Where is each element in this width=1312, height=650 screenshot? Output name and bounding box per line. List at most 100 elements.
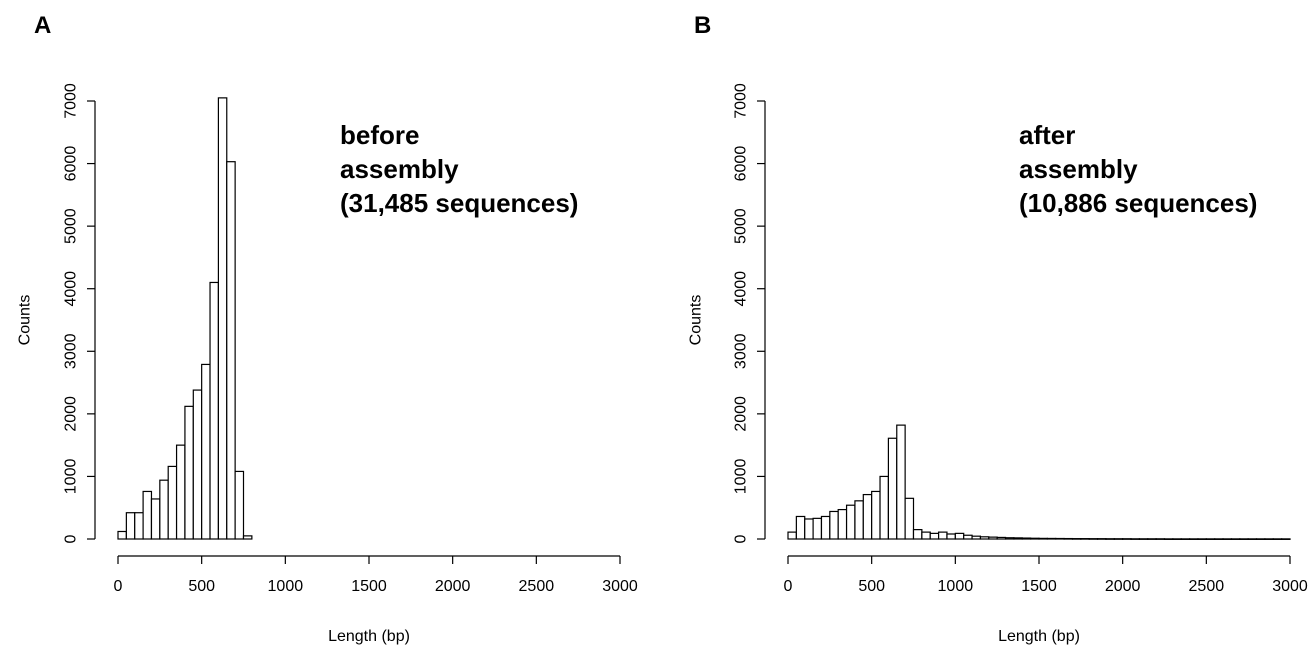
panel-b: B 0 1000 2000 3000 4000 5000 6000 7000 0 500 1000 15… bbox=[688, 12, 1308, 645]
histogram-bar bbox=[1172, 538, 1182, 540]
histogram-bar bbox=[946, 533, 956, 540]
y-tick-label: 1000 bbox=[63, 459, 80, 495]
x-tick-label: 1500 bbox=[1021, 578, 1057, 595]
y-tick-label: 7000 bbox=[733, 83, 750, 119]
x-tick-label: 3000 bbox=[1272, 578, 1308, 595]
histogram-bar bbox=[1138, 538, 1149, 540]
histogram-bar bbox=[795, 515, 806, 540]
x-tick-label: 500 bbox=[858, 578, 885, 595]
histogram-bar bbox=[184, 405, 194, 540]
histogram-bar bbox=[1080, 538, 1090, 540]
histogram-bar bbox=[150, 498, 161, 540]
y-tick-label: 0 bbox=[733, 534, 750, 543]
y-tick-label: 5000 bbox=[63, 208, 80, 244]
histogram-bar bbox=[1030, 537, 1040, 540]
histogram-bar bbox=[804, 518, 814, 540]
x-tick-label: 2000 bbox=[435, 578, 471, 595]
histogram-bar bbox=[1004, 537, 1015, 540]
histogram-bar bbox=[159, 479, 169, 540]
y-tick-label: 4000 bbox=[63, 271, 80, 307]
histogram-bar bbox=[996, 536, 1007, 540]
panel-letter: A bbox=[34, 12, 51, 39]
histogram-bar bbox=[201, 363, 211, 540]
annotation-line: assembly bbox=[340, 154, 459, 184]
histogram-bar bbox=[787, 531, 797, 540]
histogram-bar bbox=[1214, 538, 1224, 540]
histogram-bar bbox=[937, 531, 948, 540]
histogram-bar bbox=[1046, 537, 1057, 540]
x-tick-label: 500 bbox=[188, 578, 215, 595]
histogram-bar bbox=[979, 536, 990, 540]
y-axis: 0 1000 2000 3000 4000 5000 6000 7000 bbox=[63, 83, 96, 543]
x-axis-title: Length (bp) bbox=[998, 628, 1080, 645]
histogram-bar bbox=[217, 97, 228, 540]
histogram-bar bbox=[1281, 538, 1291, 540]
histogram-bar bbox=[1205, 538, 1216, 540]
histogram-bar bbox=[820, 515, 831, 540]
x-axis: 0 500 1000 1500 2000 2500 3000 bbox=[114, 555, 638, 595]
x-tick-label: 1000 bbox=[938, 578, 974, 595]
histogram-bar bbox=[896, 424, 906, 540]
histogram-bar bbox=[125, 512, 136, 540]
histogram-bar bbox=[1230, 538, 1241, 540]
histogram-bar bbox=[142, 490, 153, 540]
x-tick-label: 1000 bbox=[268, 578, 304, 595]
histogram-bar bbox=[912, 529, 923, 540]
x-axis: 0 500 1000 1500 2000 2500 3000 bbox=[784, 555, 1308, 595]
y-tick-label: 1000 bbox=[733, 459, 750, 495]
histogram-bar bbox=[1105, 538, 1115, 540]
histogram-bar bbox=[1071, 538, 1082, 540]
x-axis-title: Length (bp) bbox=[328, 628, 410, 645]
histogram-bar bbox=[175, 444, 186, 540]
histogram-bar bbox=[1113, 538, 1124, 540]
y-axis: 0 1000 2000 3000 4000 5000 6000 7000 bbox=[733, 83, 766, 543]
histogram-bar bbox=[862, 493, 873, 540]
histogram-bar bbox=[117, 530, 127, 540]
x-tick-label: 2500 bbox=[519, 578, 555, 595]
y-tick-label: 7000 bbox=[63, 83, 80, 119]
y-tick-label: 5000 bbox=[733, 208, 750, 244]
annotation-line: assembly bbox=[1019, 154, 1138, 184]
y-tick-label: 3000 bbox=[63, 333, 80, 369]
histogram-bar bbox=[837, 508, 848, 540]
annotation-line: before bbox=[340, 120, 419, 150]
histogram-bar bbox=[192, 389, 203, 540]
histogram-bar bbox=[1222, 538, 1233, 540]
histogram-bar bbox=[845, 504, 856, 540]
x-tick-label: 2000 bbox=[1105, 578, 1141, 595]
histogram-bar bbox=[1147, 538, 1157, 540]
histogram-bar bbox=[209, 281, 220, 540]
histogram-bar bbox=[954, 532, 965, 540]
y-tick-label: 6000 bbox=[733, 146, 750, 182]
histogram-bar bbox=[234, 470, 245, 540]
x-tick-label: 1500 bbox=[351, 578, 387, 595]
histogram-bar bbox=[1096, 538, 1107, 540]
histogram-bar bbox=[1063, 537, 1074, 540]
histogram-bar bbox=[1247, 538, 1258, 540]
histogram-bar bbox=[887, 437, 898, 540]
histogram-bar bbox=[812, 517, 823, 540]
y-tick-label: 2000 bbox=[733, 396, 750, 432]
histogram-bar bbox=[988, 536, 998, 540]
histogram-bar bbox=[1013, 537, 1023, 540]
y-tick-label: 2000 bbox=[63, 396, 80, 432]
x-tick-label: 3000 bbox=[602, 578, 638, 595]
histogram-bar bbox=[1197, 538, 1207, 540]
histogram-bar bbox=[1122, 538, 1132, 540]
histogram-bar bbox=[904, 497, 915, 540]
histogram-bar bbox=[226, 161, 236, 540]
histogram-bar bbox=[971, 535, 982, 540]
histogram-bar bbox=[1038, 537, 1048, 540]
histogram-bar bbox=[1055, 537, 1065, 540]
y-tick-label: 3000 bbox=[733, 333, 750, 369]
panel-a: A 0 1000 2000 3000 4000 5000 6000 7000 0 500 1000 15… bbox=[17, 12, 638, 645]
histogram-bar bbox=[1264, 538, 1274, 540]
histogram-bar bbox=[829, 510, 839, 540]
y-tick-label: 0 bbox=[63, 534, 80, 543]
histogram-bar bbox=[929, 532, 940, 540]
histogram-bar bbox=[167, 465, 178, 540]
histogram-bar bbox=[1272, 538, 1283, 540]
histogram-bar bbox=[1180, 538, 1191, 540]
